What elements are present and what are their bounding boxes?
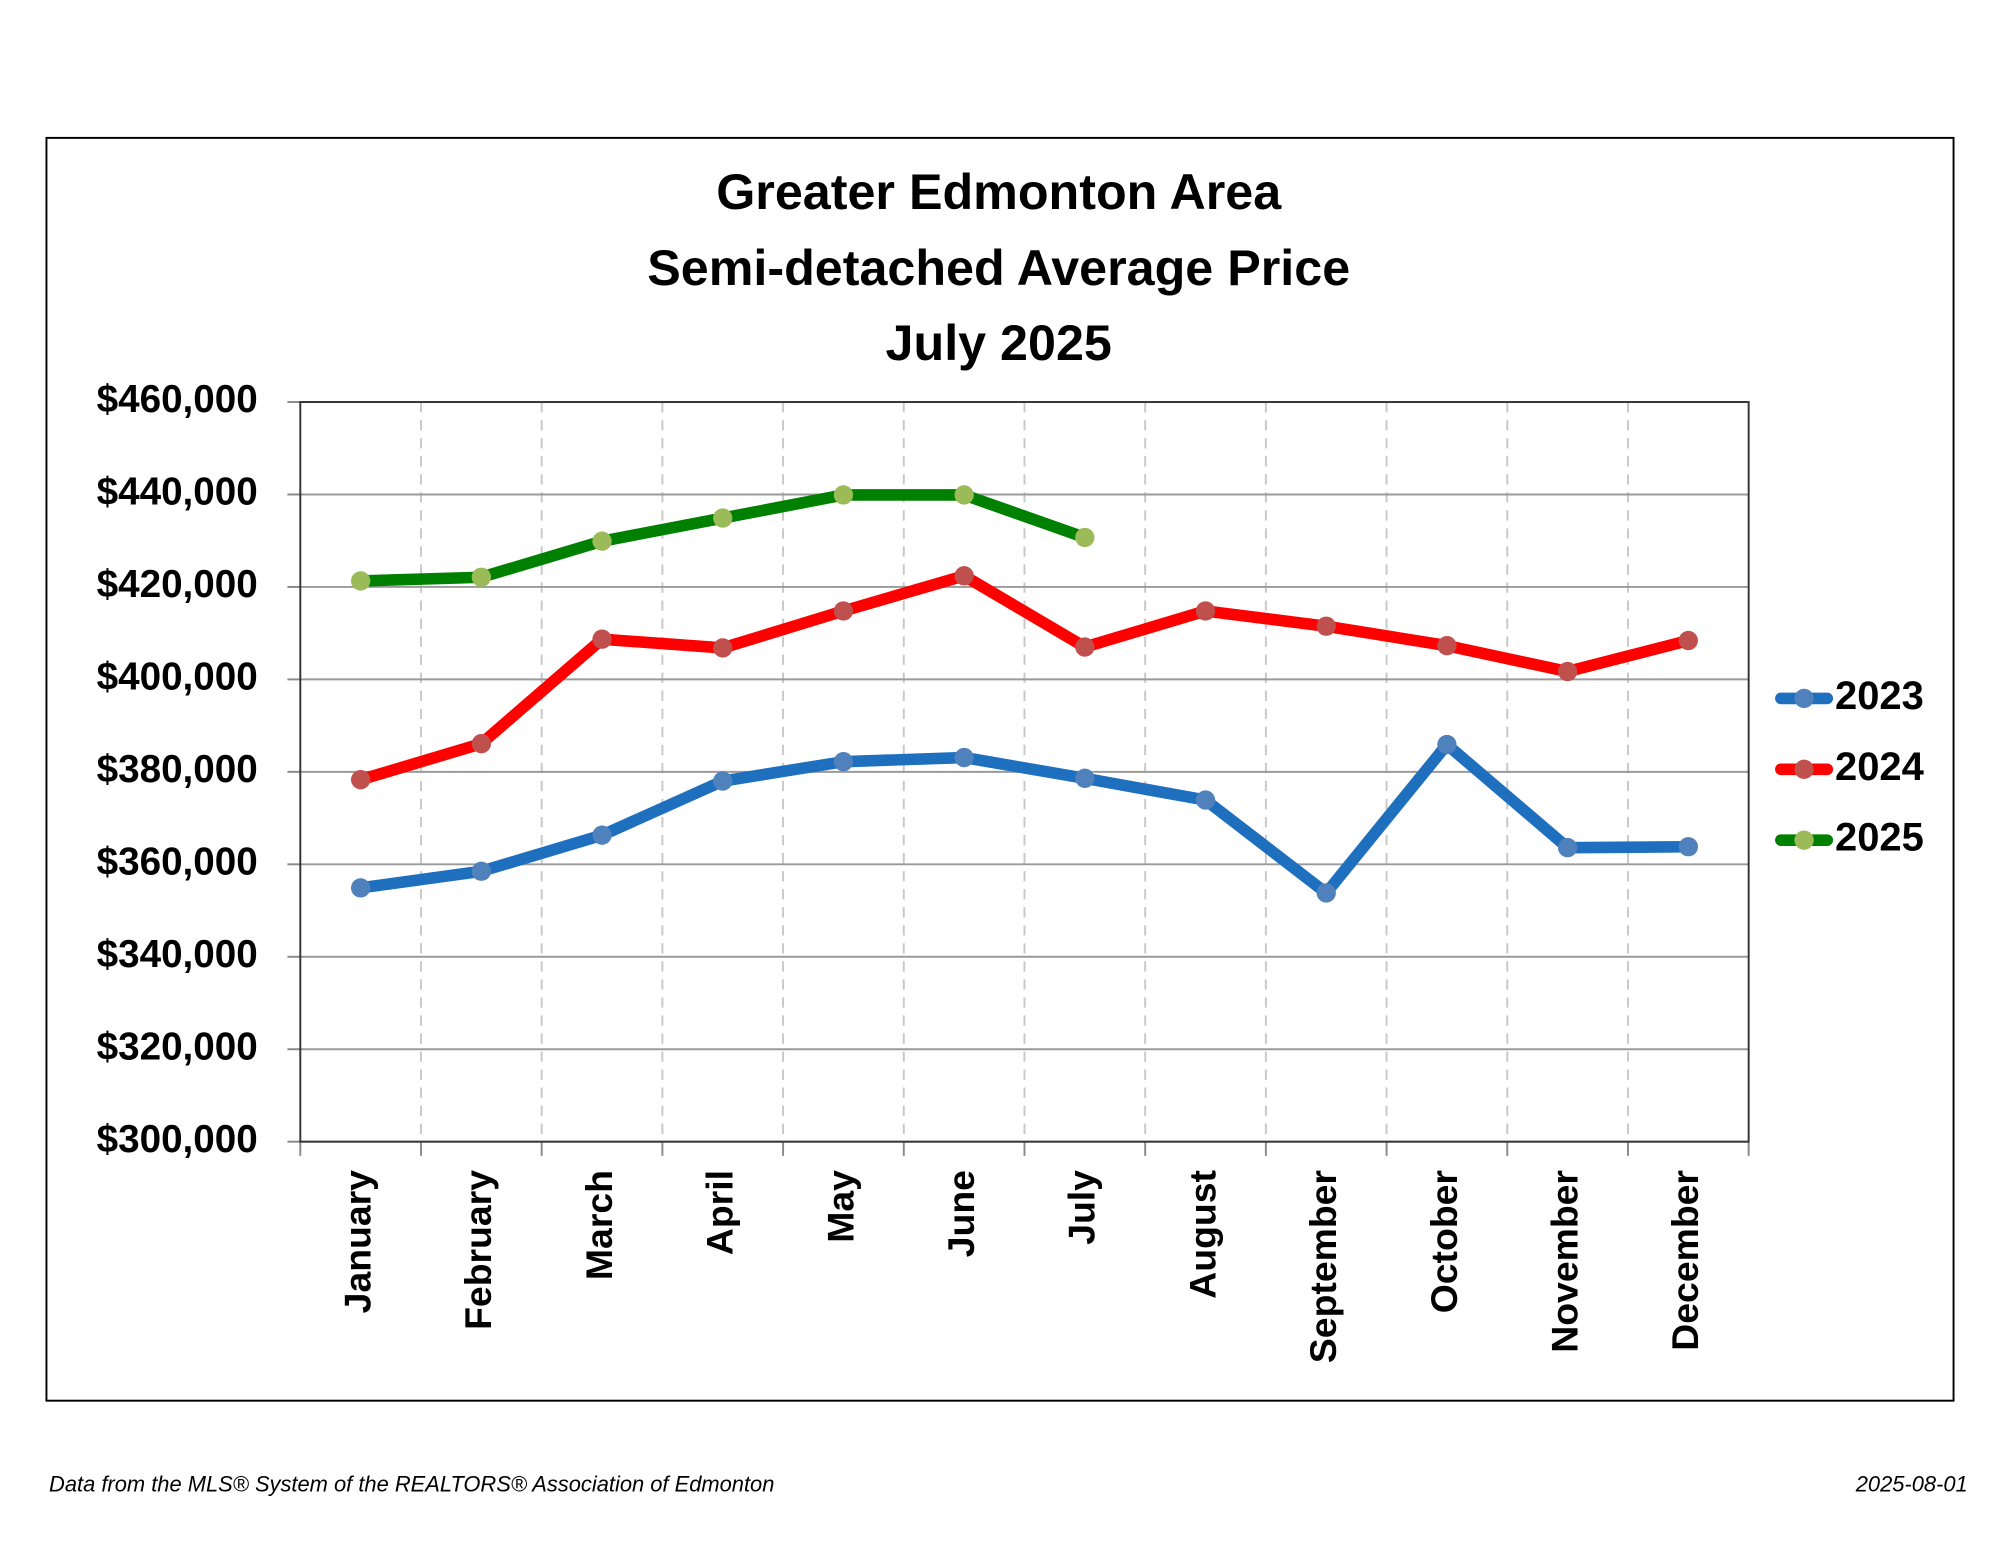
chart-title: Semi-detached Average Price: [647, 240, 1350, 296]
y-tick-label: $320,000: [97, 1025, 258, 1068]
y-tick-label: $460,000: [97, 378, 258, 421]
chart-title: Greater Edmonton Area: [716, 164, 1282, 220]
data-point: [592, 629, 612, 649]
x-tick-label: May: [819, 1170, 861, 1243]
data-point: [1678, 630, 1698, 651]
x-tick-label: March: [578, 1170, 620, 1280]
plot-area: $300,000 $320,000 $340,000 $360,000 $380,000…: [97, 378, 1924, 1363]
data-point: [471, 567, 492, 587]
legend-label: 2025: [1835, 816, 1924, 860]
data-point: [954, 566, 974, 586]
x-tick-label: January: [337, 1170, 379, 1314]
data-point: [350, 571, 371, 591]
footer-date: 2025-08-01: [1855, 1472, 1968, 1497]
x-tick-label: June: [940, 1170, 982, 1257]
data-point: [592, 825, 612, 845]
data-point: [1316, 883, 1336, 903]
data-point: [350, 878, 371, 898]
series-line: [359, 738, 1689, 899]
data-point: [1195, 601, 1216, 621]
legend-label: 2024: [1835, 745, 1924, 789]
data-point: [1557, 661, 1578, 682]
data-point: [471, 861, 492, 881]
x-tick-label: September: [1302, 1170, 1344, 1363]
legend-marker: [1794, 830, 1814, 850]
y-tick-label: $380,000: [97, 748, 258, 791]
x-tick-label: November: [1543, 1170, 1585, 1353]
data-point: [592, 531, 612, 551]
x-tick-label: July: [1061, 1170, 1103, 1245]
legend-label: 2023: [1835, 674, 1924, 718]
data-point: [954, 747, 974, 768]
data-point: [713, 508, 733, 528]
data-point: [833, 485, 854, 505]
legend-marker: [1794, 759, 1814, 779]
data-point: [954, 485, 974, 505]
x-tick-label: August: [1181, 1170, 1223, 1299]
data-point: [1557, 838, 1578, 858]
data-point: [713, 771, 733, 791]
data-point: [713, 638, 733, 658]
legend-marker: [1794, 688, 1814, 709]
series-line: [358, 570, 1690, 786]
data-point: [1195, 790, 1216, 810]
data-point: [471, 733, 492, 754]
data-point: [350, 770, 371, 790]
data-point: [1678, 837, 1698, 857]
data-point: [1437, 734, 1457, 755]
data-point: [1075, 768, 1095, 788]
y-tick-label: $420,000: [97, 563, 258, 606]
x-tick-label: October: [1423, 1170, 1465, 1313]
chart-title: July 2025: [886, 315, 1112, 371]
y-tick-label: $400,000: [97, 656, 258, 699]
x-tick-label: February: [457, 1170, 499, 1330]
data-point: [833, 601, 854, 621]
x-tick-label: December: [1664, 1170, 1706, 1351]
data-point: [1075, 527, 1095, 548]
footer-source: Data from the MLS® System of the REALTOR…: [49, 1472, 774, 1497]
y-tick-label: $300,000: [97, 1118, 258, 1161]
data-point: [1316, 616, 1336, 636]
plot-border: [299, 401, 1750, 1143]
y-tick-label: $440,000: [97, 471, 258, 514]
y-tick-label: $340,000: [97, 933, 258, 976]
data-point: [1437, 635, 1457, 656]
data-point: [833, 752, 854, 772]
x-tick-label: April: [699, 1170, 741, 1255]
data-point: [1075, 637, 1095, 657]
y-tick-label: $360,000: [97, 841, 258, 884]
